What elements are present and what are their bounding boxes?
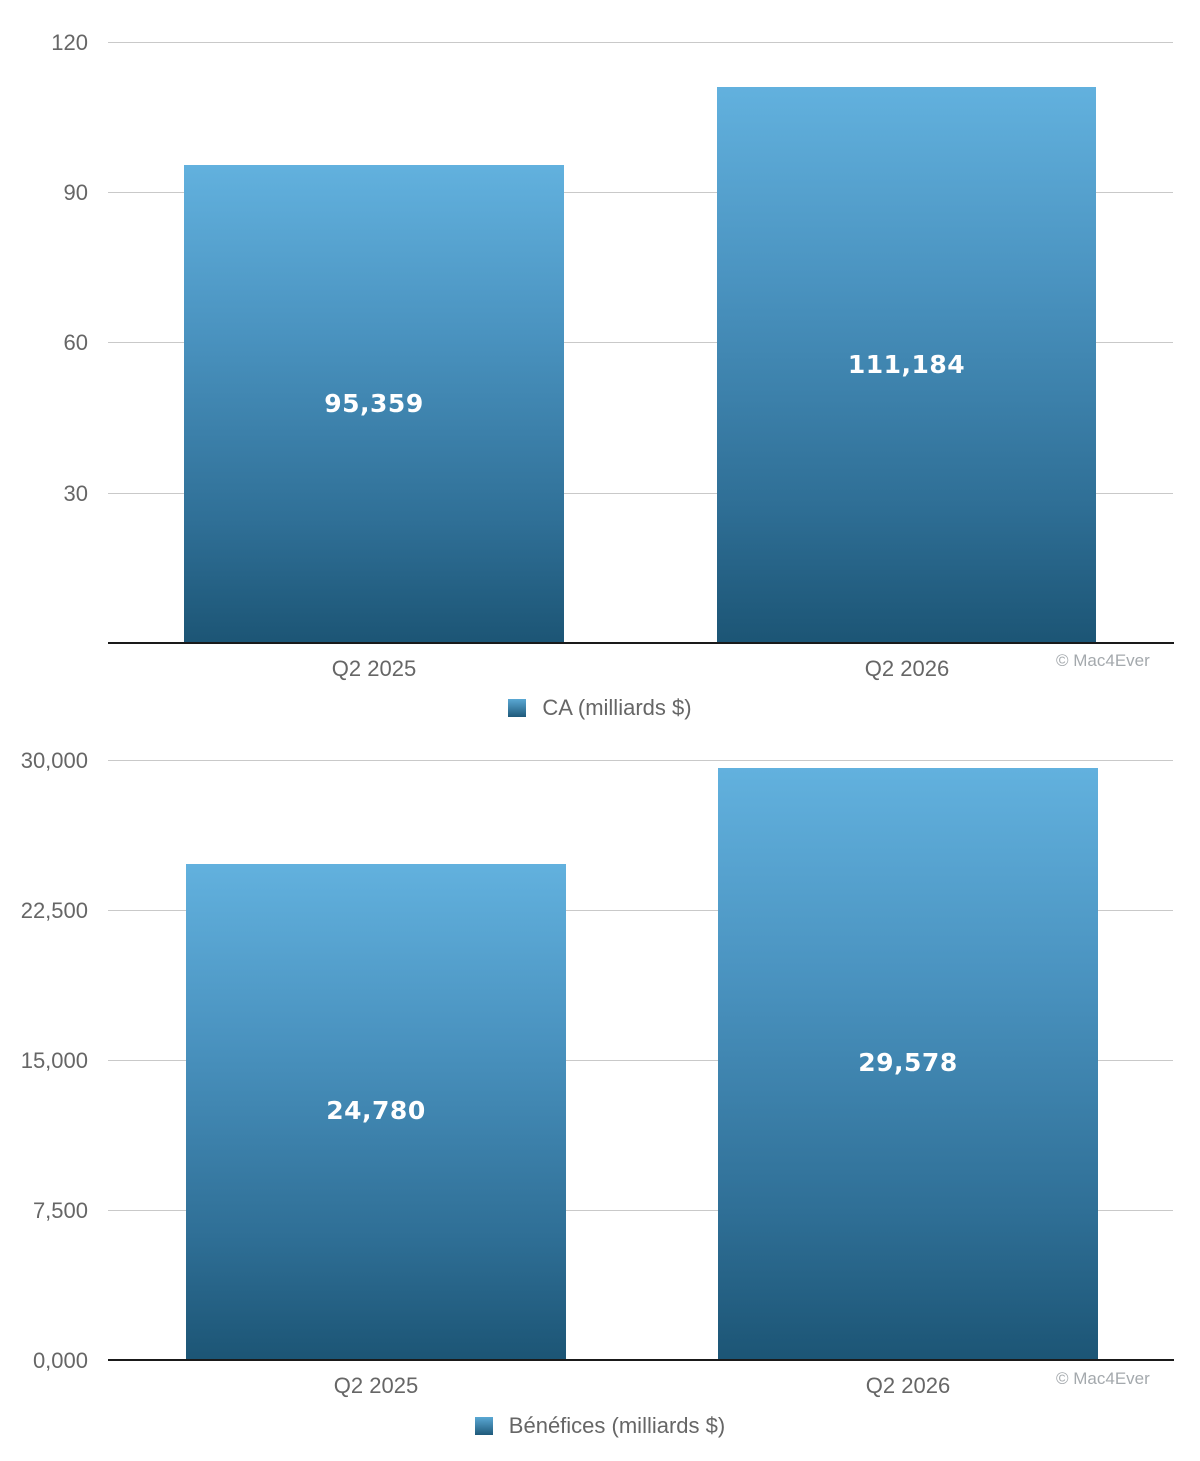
gridline-60 bbox=[108, 342, 1173, 343]
bar-value-label: 111,184 bbox=[847, 350, 966, 379]
y-tick-label: 90 bbox=[63, 180, 88, 205]
bar-q2-2026: 111,184 bbox=[717, 87, 1096, 643]
watermark: © Mac4Ever bbox=[1056, 1369, 1150, 1388]
legend-swatch-icon bbox=[508, 699, 527, 717]
y-tick-label: 60 bbox=[63, 330, 88, 355]
bar-q2-2025: 95,359 bbox=[184, 165, 564, 643]
bar-q2-2025: 24,780 bbox=[186, 864, 566, 1360]
bar-value-label: 95,359 bbox=[324, 389, 424, 418]
bar-value-label: 24,780 bbox=[326, 1096, 426, 1125]
legend-label: CA (milliards $) bbox=[542, 695, 692, 720]
y-tick-label: 30 bbox=[63, 481, 88, 506]
revenue-chart: 120 90 60 30 95,359 111,184 Q2 2025 Q2 2… bbox=[0, 0, 1200, 730]
y-tick-label: 30,000 bbox=[20, 748, 88, 773]
legend-label: Bénéfices (milliards $) bbox=[508, 1413, 726, 1438]
x-axis bbox=[108, 1359, 1174, 1361]
y-tick-label: 120 bbox=[51, 30, 88, 55]
x-category-label: Q2 2026 bbox=[864, 656, 950, 681]
x-axis bbox=[108, 642, 1174, 644]
x-category-label: Q2 2025 bbox=[333, 1373, 419, 1398]
legend: Bénéfices (milliards $) bbox=[0, 1413, 1200, 1439]
x-category-label: Q2 2026 bbox=[865, 1373, 951, 1398]
legend-swatch-icon bbox=[474, 1417, 493, 1435]
bar-q2-2026: 29,578 bbox=[718, 768, 1098, 1360]
gridline-15000 bbox=[108, 1060, 1173, 1061]
gridline-22500 bbox=[108, 910, 1173, 911]
y-tick-label: 0,000 bbox=[32, 1348, 88, 1373]
y-tick-label: 15,000 bbox=[20, 1048, 88, 1073]
x-category-label: Q2 2025 bbox=[331, 656, 417, 681]
gridline-90 bbox=[108, 192, 1173, 193]
y-tick-label: 7,500 bbox=[32, 1198, 88, 1223]
legend: CA (milliards $) bbox=[0, 695, 1200, 721]
bar-value-label: 29,578 bbox=[858, 1048, 958, 1077]
y-tick-label: 22,500 bbox=[20, 898, 88, 923]
gridline-120 bbox=[108, 42, 1173, 43]
watermark: © Mac4Ever bbox=[1056, 651, 1150, 670]
gridline-30000 bbox=[108, 760, 1173, 761]
gridline-7500 bbox=[108, 1210, 1173, 1211]
gridline-30 bbox=[108, 493, 1173, 494]
